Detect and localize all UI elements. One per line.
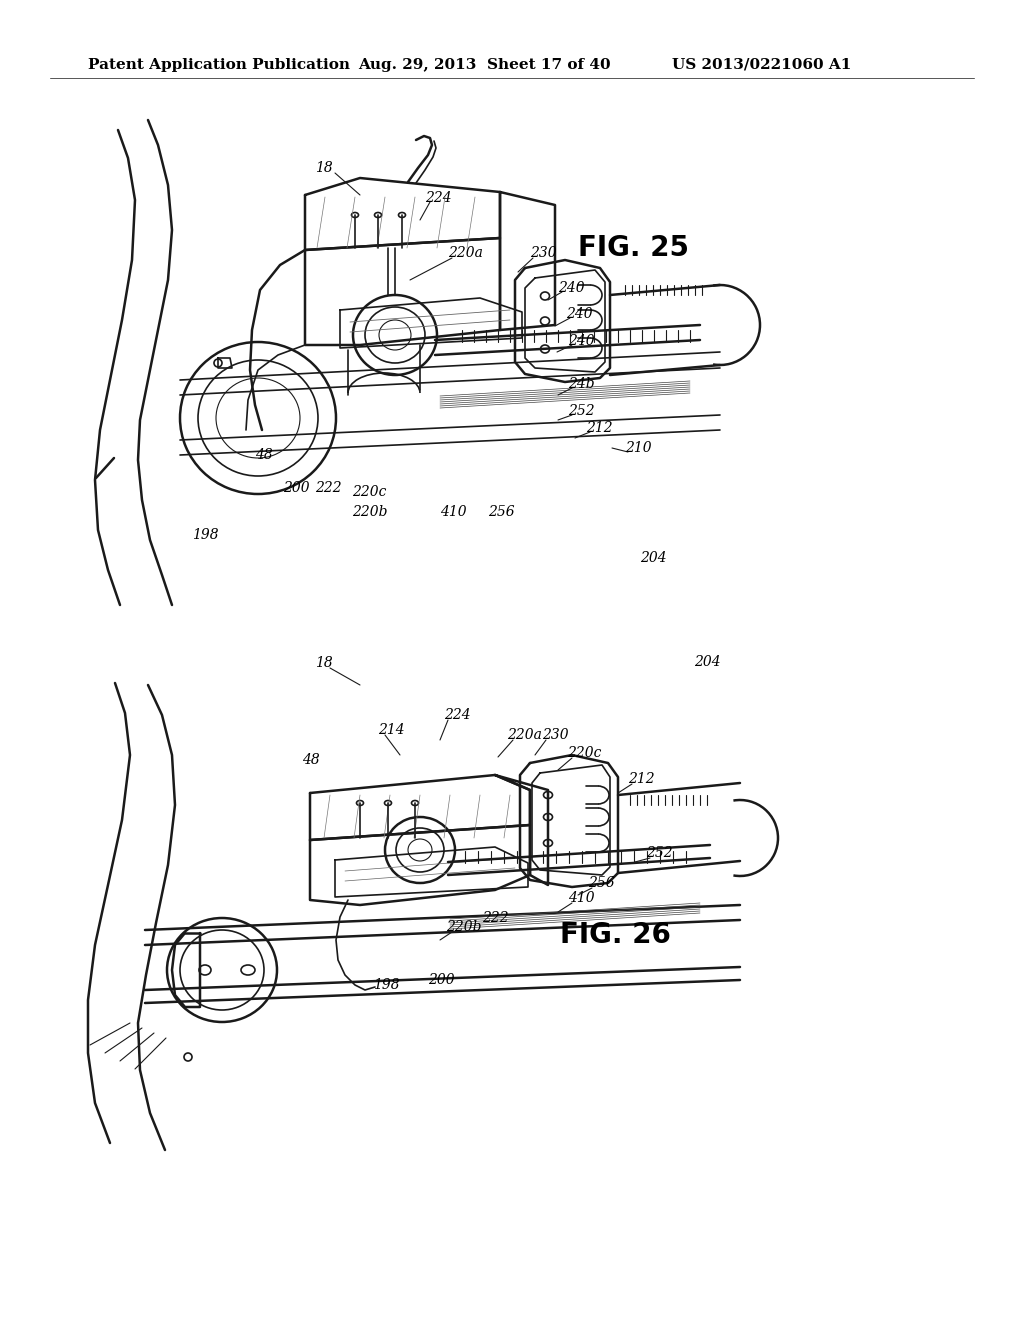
Text: 224: 224: [444, 708, 471, 722]
Text: US 2013/0221060 A1: US 2013/0221060 A1: [672, 58, 851, 73]
Text: 256: 256: [488, 506, 515, 519]
Text: 18: 18: [315, 161, 333, 176]
Text: 220b: 220b: [446, 920, 481, 935]
Text: 240: 240: [558, 281, 585, 294]
Ellipse shape: [214, 359, 222, 367]
Ellipse shape: [541, 292, 550, 300]
Text: Aug. 29, 2013: Aug. 29, 2013: [358, 58, 476, 73]
Text: 252: 252: [568, 404, 595, 418]
Ellipse shape: [541, 345, 550, 352]
Text: 230: 230: [530, 246, 557, 260]
Text: 410: 410: [568, 891, 595, 906]
Text: 48: 48: [302, 752, 319, 767]
Ellipse shape: [375, 213, 382, 218]
Text: 200: 200: [283, 480, 309, 495]
Text: 18: 18: [315, 656, 333, 671]
Ellipse shape: [199, 965, 211, 975]
Text: 198: 198: [373, 978, 399, 993]
Text: 222: 222: [315, 480, 342, 495]
Text: Patent Application Publication: Patent Application Publication: [88, 58, 350, 73]
Text: 220c: 220c: [352, 484, 386, 499]
Ellipse shape: [398, 213, 406, 218]
Ellipse shape: [351, 213, 358, 218]
Text: FIG. 26: FIG. 26: [560, 921, 671, 949]
Text: FIG. 25: FIG. 25: [578, 234, 689, 261]
Text: 222: 222: [482, 911, 509, 925]
Text: 220a: 220a: [449, 246, 483, 260]
Ellipse shape: [544, 792, 553, 799]
Text: 410: 410: [440, 506, 467, 519]
Text: 220b: 220b: [352, 506, 387, 519]
Text: 24b: 24b: [568, 378, 595, 391]
Text: 198: 198: [193, 528, 219, 543]
Text: 204: 204: [640, 550, 667, 565]
Text: 48: 48: [255, 447, 272, 462]
Text: 256: 256: [588, 876, 614, 890]
Ellipse shape: [544, 840, 553, 846]
Text: 220c: 220c: [567, 746, 601, 760]
Text: 224: 224: [425, 191, 452, 205]
Ellipse shape: [241, 965, 255, 975]
Circle shape: [184, 1053, 193, 1061]
Ellipse shape: [541, 317, 550, 325]
Text: 220a: 220a: [507, 729, 542, 742]
Ellipse shape: [384, 800, 391, 805]
Text: 212: 212: [586, 421, 612, 436]
Text: 212: 212: [628, 772, 654, 785]
Text: 200: 200: [428, 973, 455, 987]
Text: 240: 240: [566, 308, 593, 321]
Text: 240: 240: [568, 334, 595, 348]
Ellipse shape: [544, 813, 553, 821]
Text: Sheet 17 of 40: Sheet 17 of 40: [487, 58, 610, 73]
Ellipse shape: [356, 800, 364, 805]
Text: 230: 230: [542, 729, 568, 742]
Text: 214: 214: [378, 723, 404, 737]
Text: 210: 210: [625, 441, 651, 455]
Text: 204: 204: [694, 655, 721, 669]
Text: 252: 252: [646, 846, 673, 861]
Ellipse shape: [412, 800, 419, 805]
